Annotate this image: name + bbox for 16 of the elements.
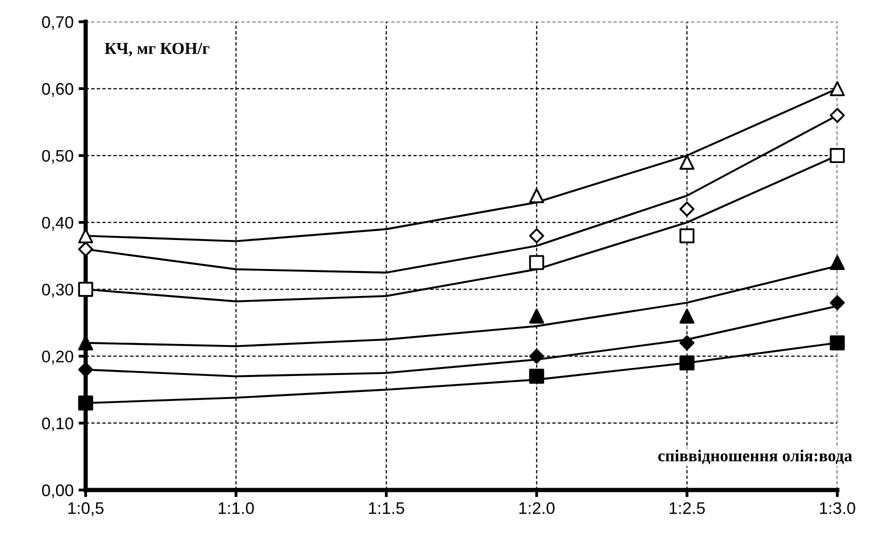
y-tick-label: 0,70 bbox=[42, 16, 74, 30]
x-tick-label: 1:1.5 bbox=[369, 502, 404, 514]
x-tick-label: 1:3.0 bbox=[820, 502, 856, 514]
x-tick-label: 1:2.5 bbox=[670, 502, 705, 514]
y-tick-label: 0,40 bbox=[42, 216, 74, 231]
y-axis-title: КЧ, мг КОН/г bbox=[104, 42, 210, 56]
y-tick-label: 0,00 bbox=[42, 484, 74, 498]
y-tick-label: 0,10 bbox=[42, 418, 74, 432]
x-tick-label: 1:2.0 bbox=[519, 502, 555, 514]
x-tick-label: 1:1.0 bbox=[218, 502, 254, 514]
y-tick-label: 0,20 bbox=[42, 350, 74, 364]
y-tick-label: 0,50 bbox=[42, 150, 74, 164]
x-tick-label: 1:0,5 bbox=[68, 502, 104, 516]
y-tick-label: 0,30 bbox=[42, 284, 74, 298]
y-tick-label: 0,60 bbox=[42, 83, 74, 97]
x-axis-title: співвідношення олія:вода bbox=[658, 450, 852, 464]
